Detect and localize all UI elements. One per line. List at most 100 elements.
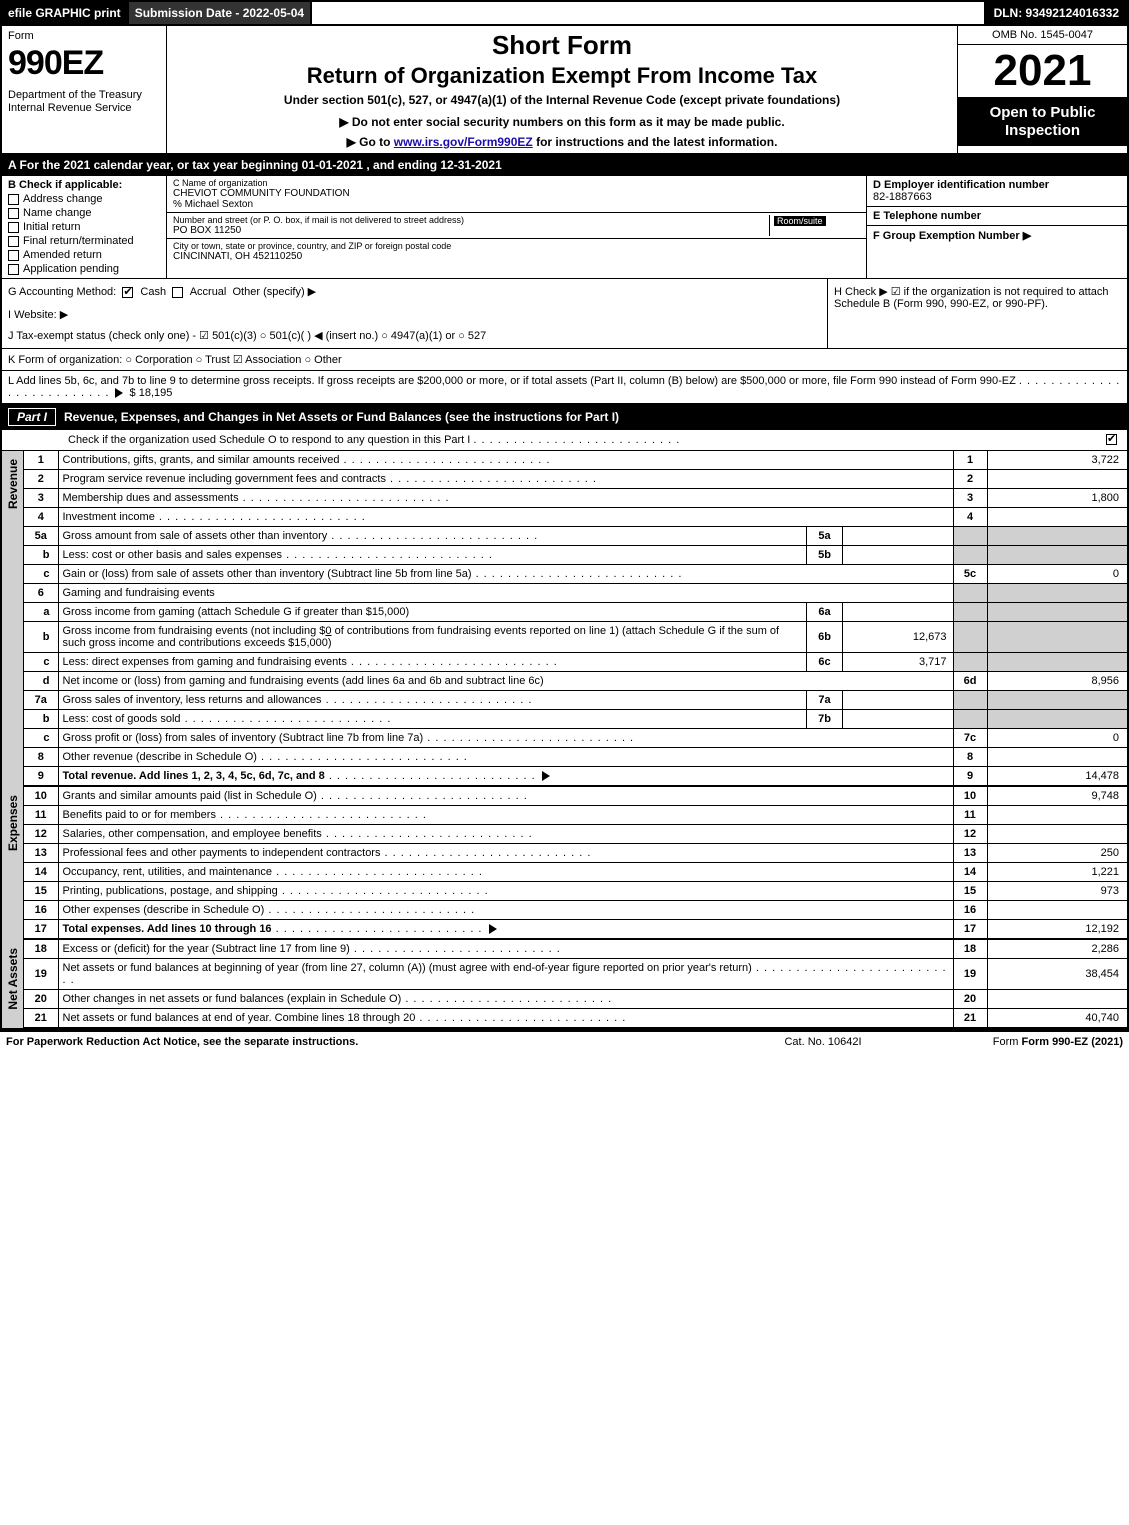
omb-number: OMB No. 1545-0047 [958, 26, 1127, 45]
table-row: 13Professional fees and other payments t… [24, 844, 1127, 863]
checkbox-icon[interactable] [122, 287, 133, 298]
checkbox-icon[interactable] [8, 194, 19, 205]
g-cash: Cash [140, 286, 166, 298]
header-left: Form 990EZ Department of the Treasury In… [2, 26, 167, 153]
part-i-check-text: Check if the organization used Schedule … [8, 434, 470, 446]
ssn-warning: ▶ Do not enter social security numbers o… [177, 115, 947, 129]
short-form-title: Short Form [177, 30, 947, 61]
part-i-title: Revenue, Expenses, and Changes in Net As… [64, 410, 619, 424]
l-amount: $ 18,195 [130, 387, 173, 399]
section-k: K Form of organization: ○ Corporation ○ … [2, 349, 1127, 371]
table-row: 14Occupancy, rent, utilities, and mainte… [24, 863, 1127, 882]
checkbox-icon[interactable] [8, 208, 19, 219]
table-row: dNet income or (loss) from gaming and fu… [24, 672, 1127, 691]
table-row: 5a Gross amount from sale of assets othe… [24, 527, 1127, 546]
checkbox-icon[interactable] [8, 236, 19, 247]
part-i-header: Part I Revenue, Expenses, and Changes in… [2, 405, 1127, 430]
section-b: B Check if applicable: Address change Na… [2, 176, 167, 278]
table-row: cGain or (loss) from sale of assets othe… [24, 565, 1127, 584]
submission-date: Submission Date - 2022-05-04 [129, 2, 312, 24]
c-city-label: City or town, state or province, country… [173, 241, 860, 251]
section-gh: G Accounting Method: Cash Accrual Other … [2, 279, 1127, 349]
revenue-sidebar: Revenue [2, 451, 24, 787]
l-text: L Add lines 5b, 6c, and 7b to line 9 to … [8, 375, 1016, 387]
section-l: L Add lines 5b, 6c, and 7b to line 9 to … [2, 371, 1127, 405]
revenue-table: 1Contributions, gifts, grants, and simil… [24, 451, 1127, 787]
table-row: 10Grants and similar amounts paid (list … [24, 787, 1127, 806]
footer-center: Cat. No. 10642I [723, 1036, 923, 1048]
section-j: J Tax-exempt status (check only one) - ☑… [8, 329, 821, 342]
b-opt-initial: Initial return [8, 221, 160, 233]
efile-label: efile GRAPHIC print [2, 2, 129, 24]
table-row: 12Salaries, other compensation, and empl… [24, 825, 1127, 844]
table-row: 18Excess or (deficit) for the year (Subt… [24, 940, 1127, 959]
b-opt-address: Address change [8, 193, 160, 205]
footer-left: For Paperwork Reduction Act Notice, see … [6, 1036, 723, 1048]
d-value: 82-1887663 [873, 191, 1121, 203]
c-name-row: C Name of organization CHEVIOT COMMUNITY… [167, 176, 866, 213]
org-name: CHEVIOT COMMUNITY FOUNDATION [173, 188, 860, 199]
dots-icon [473, 434, 680, 446]
c-street: Number and street (or P. O. box, if mail… [173, 215, 770, 236]
room-label: Room/suite [774, 216, 826, 226]
checkbox-icon[interactable] [8, 222, 19, 233]
page-footer: For Paperwork Reduction Act Notice, see … [0, 1030, 1129, 1052]
table-row: 4Investment income4 [24, 508, 1127, 527]
expenses-side-label: Expenses [6, 787, 20, 859]
expenses-table: 10Grants and similar amounts paid (list … [24, 787, 1127, 940]
d-cell: D Employer identification number 82-1887… [867, 176, 1127, 207]
part-i-checkline: Check if the organization used Schedule … [2, 430, 1127, 451]
netassets-table: 18Excess or (deficit) for the year (Subt… [24, 940, 1127, 1028]
b-opt-name: Name change [8, 207, 160, 219]
goto-post: for instructions and the latest informat… [533, 135, 778, 149]
netassets-side-label: Net Assets [6, 940, 20, 1018]
form-header: Form 990EZ Department of the Treasury In… [2, 26, 1127, 155]
table-row: 11Benefits paid to or for members11 [24, 806, 1127, 825]
section-a: A For the 2021 calendar year, or tax yea… [2, 155, 1127, 176]
e-label: E Telephone number [873, 210, 1121, 222]
section-h: H Check ▶ ☑ if the organization is not r… [827, 279, 1127, 348]
b-opt-amended: Amended return [8, 249, 160, 261]
table-row: 1Contributions, gifts, grants, and simil… [24, 451, 1127, 470]
c-city-row: City or town, state or province, country… [167, 239, 866, 264]
irs-link[interactable]: www.irs.gov/Form990EZ [394, 135, 533, 149]
section-bcdef: B Check if applicable: Address change Na… [2, 176, 1127, 279]
checkbox-icon[interactable] [1106, 434, 1117, 445]
table-row: c Less: direct expenses from gaming and … [24, 653, 1127, 672]
street-value: PO BOX 11250 [173, 225, 765, 236]
checkbox-icon[interactable] [8, 264, 19, 275]
d-label: D Employer identification number [873, 179, 1121, 191]
b-opt-final: Final return/terminated [8, 235, 160, 247]
triangle-icon [542, 771, 550, 781]
table-row: b Less: cost or other basis and sales ex… [24, 546, 1127, 565]
checkbox-icon[interactable] [8, 250, 19, 261]
c-name-label: C Name of organization [173, 178, 860, 188]
care-of: % Michael Sexton [173, 199, 860, 210]
table-row: 15Printing, publications, postage, and s… [24, 882, 1127, 901]
form-990ez-page: efile GRAPHIC print Submission Date - 20… [0, 0, 1129, 1030]
table-row: 20Other changes in net assets or fund ba… [24, 990, 1127, 1009]
under-section: Under section 501(c), 527, or 4947(a)(1)… [177, 93, 947, 107]
g-label: G Accounting Method: [8, 286, 116, 298]
checkbox-icon[interactable] [172, 287, 183, 298]
city-value: CINCINNATI, OH 452110250 [173, 251, 860, 262]
section-g: G Accounting Method: Cash Accrual Other … [2, 279, 827, 348]
e-cell: E Telephone number [867, 207, 1127, 226]
revenue-section: Revenue 1Contributions, gifts, grants, a… [2, 451, 1127, 787]
i-label: I Website: ▶ [8, 309, 68, 321]
dept-label: Department of the Treasury Internal Reve… [8, 89, 160, 114]
g-accrual: Accrual [190, 286, 227, 298]
g-other: Other (specify) ▶ [233, 286, 317, 298]
header-mid: Short Form Return of Organization Exempt… [167, 26, 957, 153]
form-number: 990EZ [8, 44, 160, 83]
table-row: a Gross income from gaming (attach Sched… [24, 603, 1127, 622]
b-opt-pending: Application pending [8, 263, 160, 275]
table-row: 21Net assets or fund balances at end of … [24, 1009, 1127, 1028]
table-row: 17Total expenses. Add lines 10 through 1… [24, 920, 1127, 940]
revenue-side-label: Revenue [6, 451, 20, 517]
table-row: 7a Gross sales of inventory, less return… [24, 691, 1127, 710]
f-label: F Group Exemption Number ▶ [873, 229, 1121, 242]
h-text: H Check ▶ ☑ if the organization is not r… [834, 286, 1109, 310]
open-to-public: Open to Public Inspection [958, 98, 1127, 146]
goto-line: ▶ Go to www.irs.gov/Form990EZ for instru… [177, 135, 947, 149]
